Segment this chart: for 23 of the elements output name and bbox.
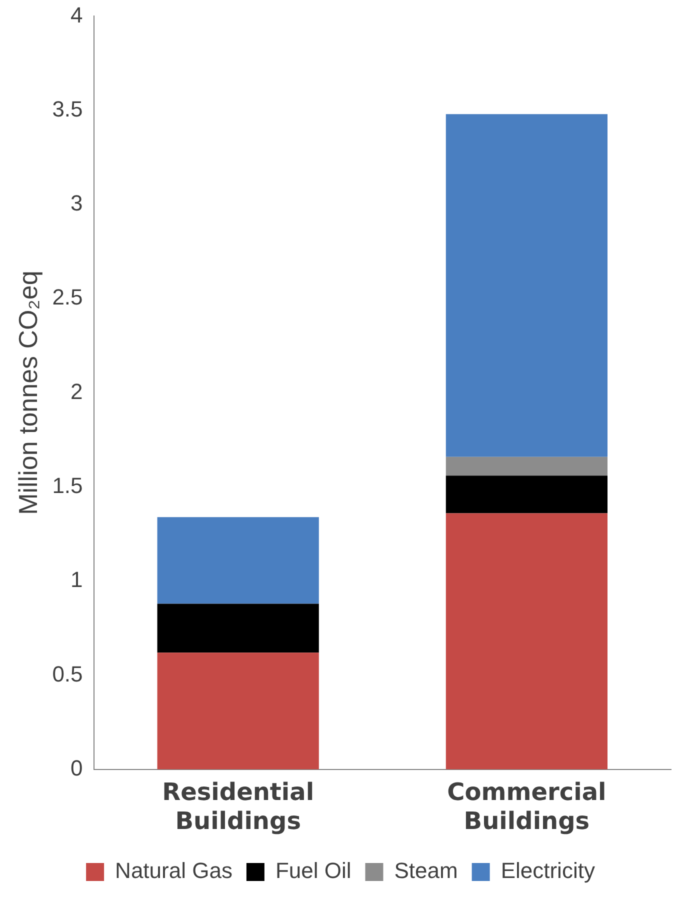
y-tick-label: 0 <box>70 755 83 780</box>
y-tick-label: 1.5 <box>52 473 83 498</box>
legend-label: Fuel Oil <box>275 858 352 884</box>
legend-label: Natural Gas <box>115 858 232 884</box>
legend-label: Steam <box>394 858 458 884</box>
y-tick-label: 0.5 <box>52 661 83 686</box>
y-tick-label: 3 <box>70 190 83 216</box>
bar <box>157 604 319 653</box>
y-axis-title: Million tonnes CO₂eq <box>12 270 43 515</box>
y-tick-label: 2.5 <box>52 284 83 310</box>
y-tick-label: 1 <box>70 567 83 592</box>
bar <box>157 652 319 770</box>
legend-label: Electricity <box>500 858 595 884</box>
y-tick-label: 4 <box>70 2 83 28</box>
x-tick-label: Commercial Buildings <box>447 778 606 835</box>
y-tick-label: 3.5 <box>52 96 83 122</box>
bar <box>157 517 319 604</box>
x-tick-label: Residential Buildings <box>162 778 314 835</box>
bar <box>446 114 608 457</box>
bar <box>446 476 608 514</box>
bar <box>446 456 608 476</box>
bar <box>446 513 608 770</box>
y-tick-label: 2 <box>70 378 83 404</box>
